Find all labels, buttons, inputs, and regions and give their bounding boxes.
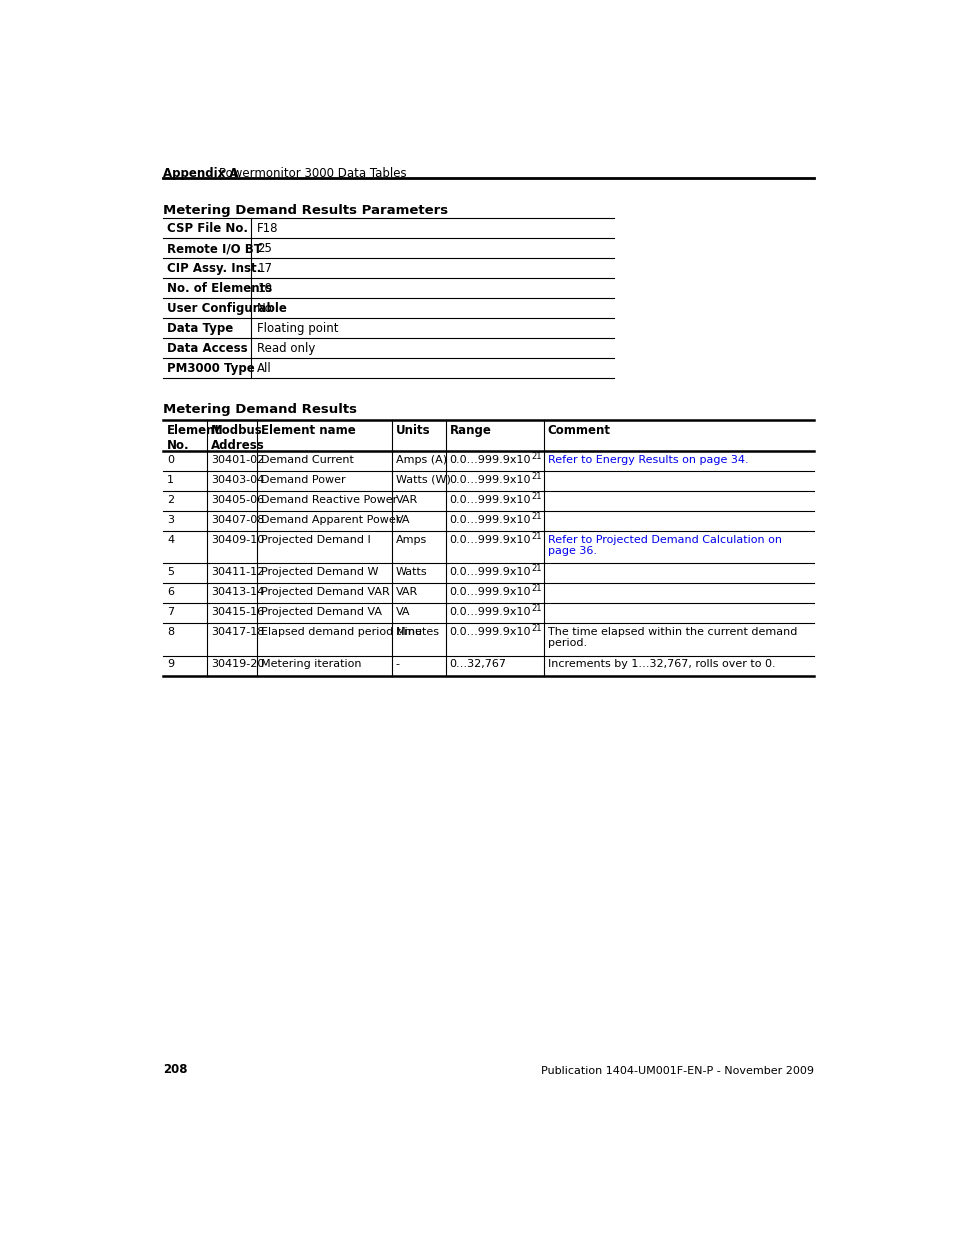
Text: 30419-20: 30419-20 — [211, 659, 264, 669]
Text: 0.0…999.9x10: 0.0…999.9x10 — [449, 495, 530, 505]
Text: 21: 21 — [530, 452, 541, 461]
Text: 5: 5 — [167, 567, 174, 577]
Text: 30417-18: 30417-18 — [211, 627, 264, 637]
Text: 30403-04: 30403-04 — [211, 474, 264, 484]
Text: 21: 21 — [530, 492, 541, 500]
Text: 21: 21 — [530, 472, 541, 480]
Text: 21: 21 — [530, 531, 541, 541]
Text: 1: 1 — [167, 474, 174, 484]
Text: 0…32,767: 0…32,767 — [449, 659, 506, 669]
Text: 0.0…999.9x10: 0.0…999.9x10 — [449, 587, 530, 597]
Text: Elapsed demand period time: Elapsed demand period time — [261, 627, 421, 637]
Text: 2: 2 — [167, 495, 174, 505]
Text: Remote I/O BT: Remote I/O BT — [167, 242, 262, 256]
Text: 0.0…999.9x10: 0.0…999.9x10 — [449, 474, 530, 484]
Text: Read only: Read only — [257, 342, 315, 356]
Text: Demand Current: Demand Current — [261, 454, 354, 464]
Text: Floating point: Floating point — [257, 322, 338, 335]
Text: 30409-10: 30409-10 — [211, 535, 264, 545]
Text: F18: F18 — [257, 222, 278, 235]
Text: 208: 208 — [163, 1063, 188, 1076]
Text: Projected Demand W: Projected Demand W — [261, 567, 378, 577]
Text: VA: VA — [395, 515, 410, 525]
Text: 21: 21 — [530, 511, 541, 521]
Text: -: - — [395, 659, 399, 669]
Text: Metering Demand Results Parameters: Metering Demand Results Parameters — [163, 205, 448, 217]
Text: 8: 8 — [167, 627, 174, 637]
Text: 30413-14: 30413-14 — [211, 587, 264, 597]
Text: CSP File No.: CSP File No. — [167, 222, 248, 235]
Text: Demand Reactive Power: Demand Reactive Power — [261, 495, 396, 505]
Text: Data Type: Data Type — [167, 322, 233, 335]
Text: 6: 6 — [167, 587, 174, 597]
Text: Metering Demand Results: Metering Demand Results — [163, 403, 357, 416]
Text: 4: 4 — [167, 535, 174, 545]
Text: 10: 10 — [257, 282, 272, 295]
Text: Element name: Element name — [261, 424, 355, 437]
Text: 3: 3 — [167, 515, 174, 525]
Text: 0.0…999.9x10: 0.0…999.9x10 — [449, 627, 530, 637]
Text: Element
No.: Element No. — [167, 424, 221, 452]
Text: Units: Units — [395, 424, 430, 437]
Text: Data Access: Data Access — [167, 342, 248, 356]
Text: Metering iteration: Metering iteration — [261, 659, 361, 669]
Text: 30405-06: 30405-06 — [211, 495, 264, 505]
Text: Projected Demand I: Projected Demand I — [261, 535, 371, 545]
Text: The time elapsed within the current demand: The time elapsed within the current dema… — [547, 627, 797, 637]
Text: Publication 1404-UM001F-EN-P - November 2009: Publication 1404-UM001F-EN-P - November … — [541, 1066, 814, 1076]
Text: Amps: Amps — [395, 535, 427, 545]
Text: Demand Apparent Power: Demand Apparent Power — [261, 515, 400, 525]
Text: 9: 9 — [167, 659, 174, 669]
Text: Comment: Comment — [547, 424, 610, 437]
Text: 30401-02: 30401-02 — [211, 454, 264, 464]
Text: 21: 21 — [530, 564, 541, 573]
Text: VAR: VAR — [395, 587, 417, 597]
Text: Minutes: Minutes — [395, 627, 439, 637]
Text: page 36.: page 36. — [547, 546, 597, 556]
Text: VAR: VAR — [395, 495, 417, 505]
Text: Powermonitor 3000 Data Tables: Powermonitor 3000 Data Tables — [204, 168, 407, 180]
Text: 0.0…999.9x10: 0.0…999.9x10 — [449, 535, 530, 545]
Text: 21: 21 — [530, 584, 541, 593]
Text: No. of Elements: No. of Elements — [167, 282, 273, 295]
Text: Amps (A): Amps (A) — [395, 454, 447, 464]
Text: Projected Demand VAR: Projected Demand VAR — [261, 587, 390, 597]
Text: All: All — [257, 362, 272, 375]
Text: 21: 21 — [530, 604, 541, 613]
Text: Refer to Energy Results on page 34.: Refer to Energy Results on page 34. — [547, 454, 748, 464]
Text: 0.0…999.9x10: 0.0…999.9x10 — [449, 515, 530, 525]
Text: Modbus
Address: Modbus Address — [211, 424, 264, 452]
Text: period.: period. — [547, 638, 586, 648]
Text: 0: 0 — [167, 454, 174, 464]
Text: 0.0…999.9x10: 0.0…999.9x10 — [449, 567, 530, 577]
Text: Projected Demand VA: Projected Demand VA — [261, 608, 381, 618]
Text: 30415-16: 30415-16 — [211, 608, 264, 618]
Text: User Configurable: User Configurable — [167, 303, 287, 315]
Text: 0.0…999.9x10: 0.0…999.9x10 — [449, 608, 530, 618]
Text: 30407-08: 30407-08 — [211, 515, 264, 525]
Text: No: No — [257, 303, 273, 315]
Text: Range: Range — [449, 424, 491, 437]
Text: VA: VA — [395, 608, 410, 618]
Text: 30411-12: 30411-12 — [211, 567, 264, 577]
Text: 25: 25 — [257, 242, 272, 256]
Text: Demand Power: Demand Power — [261, 474, 345, 484]
Text: 7: 7 — [167, 608, 174, 618]
Text: PM3000 Type: PM3000 Type — [167, 362, 254, 375]
Text: Watts (W): Watts (W) — [395, 474, 451, 484]
Text: Watts: Watts — [395, 567, 427, 577]
Text: Increments by 1…32,767, rolls over to 0.: Increments by 1…32,767, rolls over to 0. — [547, 659, 775, 669]
Text: 0.0…999.9x10: 0.0…999.9x10 — [449, 454, 530, 464]
Text: CIP Assy. Inst.: CIP Assy. Inst. — [167, 262, 261, 275]
Text: Appendix A: Appendix A — [163, 168, 238, 180]
Text: 21: 21 — [530, 624, 541, 634]
Text: Refer to Projected Demand Calculation on: Refer to Projected Demand Calculation on — [547, 535, 781, 545]
Text: 17: 17 — [257, 262, 272, 275]
